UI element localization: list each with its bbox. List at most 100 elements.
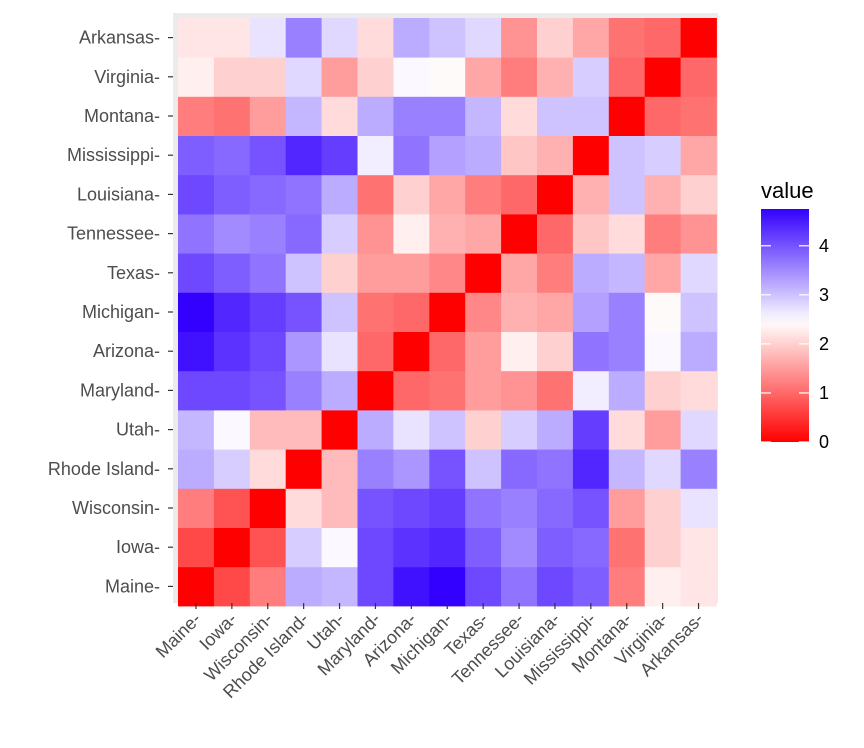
heatmap-cell — [537, 488, 574, 528]
heatmap-cell — [357, 18, 394, 58]
heatmap-cell — [644, 96, 681, 136]
heatmap-cell — [357, 449, 394, 489]
heatmap-cell — [285, 331, 322, 372]
heatmap-cell — [285, 18, 322, 58]
heatmap-cell — [465, 253, 502, 293]
heatmap-cell — [285, 527, 322, 568]
heatmap-cell — [501, 18, 538, 58]
legend-label: 2 — [819, 334, 829, 354]
heatmap-cell — [393, 214, 430, 254]
heatmap-cell — [429, 292, 466, 332]
heatmap-cell — [465, 527, 502, 568]
heatmap-cell — [249, 253, 287, 293]
heatmap-cells — [178, 18, 717, 607]
heatmap-cell — [608, 57, 646, 97]
heatmap-cell — [608, 566, 646, 607]
heatmap-cell — [465, 410, 502, 450]
heatmap-cell — [501, 331, 538, 372]
heatmap-cell — [501, 174, 538, 215]
heatmap-cell — [465, 174, 502, 215]
y-tick-label: Rhode Island- — [48, 459, 160, 479]
heatmap-cell — [608, 488, 646, 528]
heatmap-cell — [608, 410, 646, 450]
heatmap-cell — [644, 253, 681, 293]
heatmap-cell — [178, 566, 215, 607]
heatmap-cell — [393, 57, 430, 97]
heatmap-cell — [178, 410, 215, 450]
heatmap-cell — [501, 214, 538, 254]
heatmap-cell — [572, 449, 610, 489]
heatmap-cell — [321, 135, 358, 176]
heatmap-cell — [249, 18, 287, 58]
heatmap-cell — [213, 174, 251, 215]
heatmap-cell — [178, 18, 215, 58]
heatmap-cell — [572, 527, 610, 568]
heatmap-cell — [680, 566, 717, 607]
heatmap-cell — [393, 135, 430, 176]
heatmap-cell — [429, 57, 466, 97]
heatmap-cell — [608, 449, 646, 489]
heatmap-cell — [249, 96, 287, 136]
heatmap-cell — [321, 292, 358, 332]
heatmap-cell — [572, 135, 610, 176]
heatmap-cell — [608, 135, 646, 176]
heatmap-cell — [357, 566, 394, 607]
heatmap-cell — [178, 214, 215, 254]
heatmap-cell — [680, 57, 717, 97]
legend-label: 1 — [819, 383, 829, 403]
heatmap-cell — [249, 135, 287, 176]
heatmap-cell — [429, 527, 466, 568]
heatmap-cell — [572, 488, 610, 528]
heatmap-cell — [178, 174, 215, 215]
legend-label: 3 — [819, 285, 829, 305]
heatmap-cell — [429, 410, 466, 450]
heatmap-cell — [213, 331, 251, 372]
heatmap-cell — [680, 527, 717, 568]
y-tick-label: Tennessee- — [67, 224, 160, 244]
heatmap-cell — [608, 18, 646, 58]
heatmap-cell — [608, 253, 646, 293]
heatmap-cell — [249, 174, 287, 215]
heatmap-cell — [249, 370, 287, 411]
heatmap-cell — [393, 292, 430, 332]
heatmap-cell — [249, 331, 287, 372]
heatmap-cell — [680, 18, 717, 58]
heatmap-cell — [572, 174, 610, 215]
heatmap-cell — [357, 331, 394, 372]
legend-title: value — [761, 178, 814, 203]
heatmap-cell — [213, 292, 251, 332]
heatmap-cell — [321, 96, 358, 136]
heatmap-cell — [393, 488, 430, 528]
heatmap-cell — [501, 96, 538, 136]
heatmap-cell — [608, 292, 646, 332]
heatmap-cell — [213, 488, 251, 528]
heatmap-cell — [644, 566, 681, 607]
heatmap-cell — [537, 292, 574, 332]
heatmap-cell — [178, 449, 215, 489]
heatmap-cell — [680, 292, 717, 332]
heatmap-cell — [572, 96, 610, 136]
heatmap-cell — [321, 488, 358, 528]
heatmap-cell — [357, 527, 394, 568]
heatmap-cell — [213, 214, 251, 254]
heatmap-cell — [249, 566, 287, 607]
heatmap-cell — [537, 370, 574, 411]
legend-ticks: 4 3 2 1 0 — [761, 236, 829, 452]
heatmap-cell — [285, 174, 322, 215]
heatmap-cell — [429, 566, 466, 607]
y-tick-label: Louisiana- — [77, 184, 160, 204]
heatmap-cell — [285, 135, 322, 176]
heatmap-cell — [501, 253, 538, 293]
heatmap-cell — [465, 331, 502, 372]
heatmap-cell — [501, 410, 538, 450]
heatmap-cell — [644, 292, 681, 332]
heatmap-cell — [644, 370, 681, 411]
heatmap-cell — [321, 449, 358, 489]
heatmap-cell — [321, 370, 358, 411]
heatmap-cell — [465, 449, 502, 489]
y-tick-label: Wisconsin- — [72, 498, 160, 518]
heatmap-cell — [429, 135, 466, 176]
heatmap-cell — [537, 214, 574, 254]
heatmap-cell — [393, 410, 430, 450]
heatmap-cell — [537, 253, 574, 293]
